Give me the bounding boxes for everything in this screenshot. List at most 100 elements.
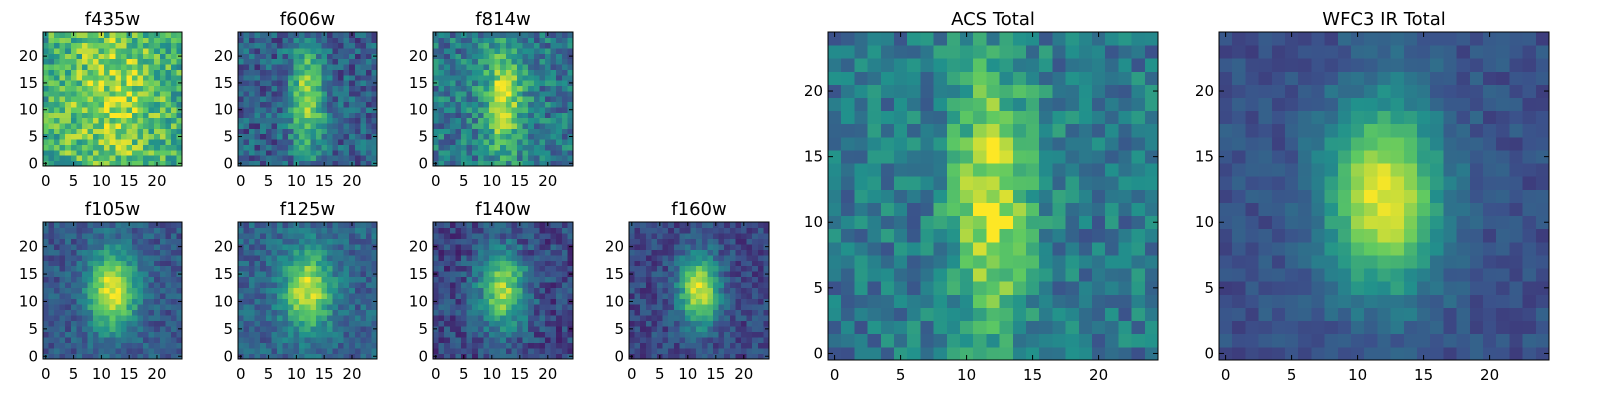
heatmap-cell [999,333,1014,348]
heatmap-cell [154,42,161,49]
heatmap-cell [54,298,61,305]
panel-title: f814w [475,9,530,30]
heatmap-cell [104,238,111,245]
heatmap-cell [260,271,267,278]
heatmap-cell [48,117,55,124]
heatmap-cell [115,320,122,327]
heatmap-cell [668,315,675,322]
heatmap-cell [265,265,272,272]
heatmap-cell [343,64,350,70]
heatmap-cell [332,155,339,162]
heatmap-cell [271,149,278,156]
heatmap-cell [365,331,372,338]
heatmap-cell [433,320,439,327]
heatmap-cell [243,42,250,49]
heatmap-cell [360,128,367,135]
heatmap-cell [360,112,367,119]
heatmap-cell [472,107,479,113]
heatmap-cell [170,276,177,283]
heatmap-cell [561,222,568,228]
heatmap-cell [310,85,317,92]
heatmap-cell [629,342,635,349]
heatmap-cell [326,133,333,140]
heatmap-cell [70,249,77,256]
heatmap-cell [243,48,250,54]
heatmap-cell [271,315,278,322]
heatmap-cell [59,304,66,311]
heatmap-cell [483,331,490,338]
heatmap-cell [293,304,300,311]
heatmap-cell [54,315,61,322]
heatmap-cell [444,123,451,129]
heatmap-cell [841,268,855,282]
heatmap-cell [170,74,177,81]
heatmap-cell [54,293,61,300]
heatmap-cell [115,90,122,97]
heatmap-cell [746,293,753,300]
heatmap-cell [724,293,731,300]
heatmap-cell [645,331,652,338]
heatmap-cell [1078,320,1093,335]
heatmap-cell [1105,189,1119,203]
heatmap-cell [109,260,116,267]
heatmap-cell [288,42,294,49]
heatmap-cell [841,176,855,190]
heatmap-cell [466,133,473,140]
heatmap-cell [315,304,322,311]
heatmap-cell [746,348,753,354]
heatmap-cell [662,320,669,327]
heatmap-cell [1105,163,1119,177]
heatmap-cell [87,133,94,140]
heatmap-cell [517,287,523,294]
heatmap-cell [249,112,256,119]
heatmap-cell [854,346,868,361]
heatmap-cell [131,112,138,119]
heatmap-cell [696,304,703,311]
heatmap-cell [254,315,261,322]
heatmap-cell [176,123,183,129]
heatmap-cell [477,320,484,327]
heatmap-cell [176,254,183,261]
heatmap-cell [517,133,523,140]
heatmap-cell [131,144,138,151]
heatmap-cell [170,348,177,354]
heatmap-cell [763,265,770,272]
heatmap-cell [713,265,719,272]
heatmap-cell [449,342,456,349]
heatmap-cell [299,144,306,151]
heatmap-cell [539,337,546,343]
heatmap-cell [48,85,55,92]
heatmap-cell [131,243,138,250]
heatmap-cell [960,228,974,243]
heatmap-cell [104,160,111,167]
heatmap-cell [685,282,691,289]
heatmap-cell [1078,163,1093,177]
heatmap-cell [511,265,518,272]
heatmap-cell [81,348,88,354]
heatmap-cell [550,293,557,300]
heatmap-cell [746,249,753,256]
heatmap-cell [561,304,568,311]
heatmap-cell [511,249,518,256]
heatmap-cell [505,80,512,86]
heatmap-cell [556,112,563,119]
heatmap-cell [249,353,256,360]
heatmap-cell [115,112,122,119]
heatmap-cell [326,80,333,86]
heatmap-cell [483,320,490,327]
heatmap-cell [511,320,518,327]
heatmap-cell [254,265,261,272]
heatmap-cell [338,320,345,327]
heatmap-cell [126,298,133,305]
heatmap-cell [54,90,61,97]
heatmap-cell [556,96,563,103]
heatmap-cell [713,276,719,283]
heatmap-cell [282,331,289,338]
heatmap-cell [343,260,350,267]
heatmap-cell [154,58,161,65]
heatmap-cell [299,107,306,113]
heatmap-cell [933,281,948,295]
heatmap-cell [466,222,473,228]
heatmap-cell [657,271,663,278]
heatmap-cell [933,202,948,217]
